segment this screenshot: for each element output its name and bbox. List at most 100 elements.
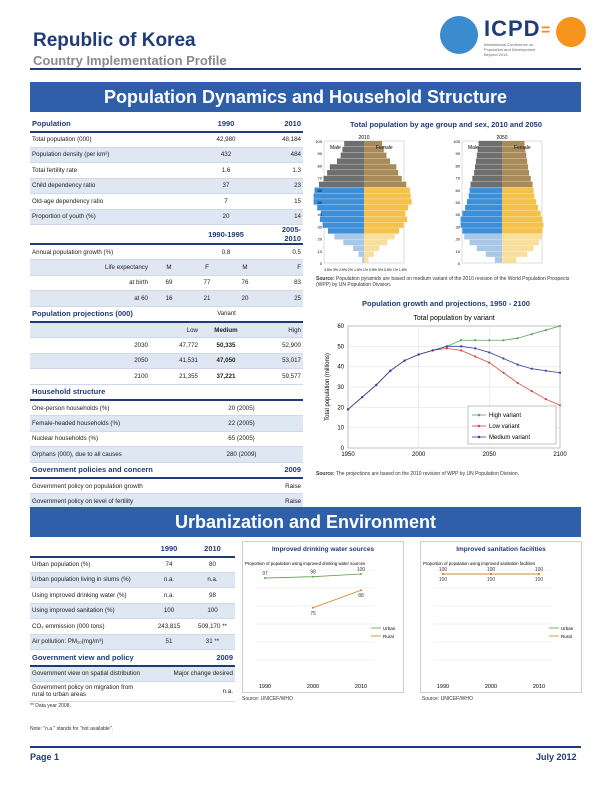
legend-label: High variant [489, 413, 521, 419]
urban-value-label: 100 [357, 567, 366, 573]
x-tick-label: 2050 [483, 452, 497, 458]
series-point [544, 369, 547, 372]
pyramid-tick: 100 [315, 139, 322, 144]
pyramid-male-label: Male [330, 145, 341, 151]
pyramid-male-bar [329, 164, 364, 170]
legend-label: Medium variant [489, 435, 530, 441]
series-point [558, 371, 562, 374]
x-tick-label: 2010 [355, 684, 367, 690]
section-band-urbanization: Urbanization and Environment [30, 507, 581, 537]
urban-value-label: 97 [262, 571, 268, 577]
pyramid-female-bar [502, 193, 535, 199]
series-point [445, 345, 449, 348]
pyramid-male-bar [319, 181, 364, 188]
pyramid-male-bar [477, 146, 502, 153]
series-point [488, 361, 491, 364]
pyramid-tick: 40 [456, 212, 461, 217]
series-point [459, 345, 463, 348]
pyramid-male-bar [337, 158, 364, 164]
x-tick-label: 2000 [412, 452, 426, 458]
pyramid-male-bar [462, 210, 502, 217]
pyramid-tick: 0 [458, 261, 461, 266]
svg-text:2050: 2050 [496, 135, 507, 141]
pyramid-male-bar [313, 193, 364, 199]
x-tick-label: 2000 [307, 684, 319, 690]
rural-value-label: 75 [310, 611, 316, 617]
table-row: Female-headed households (%) 22 (2005) [30, 415, 303, 432]
pyramid-tick: 80 [318, 163, 323, 168]
pyramid-male-bar [474, 170, 502, 176]
sanitation-chart-box: Improved sanitation facilities Proportion… [420, 541, 582, 693]
series-point [459, 349, 463, 352]
pyramid-female-bar [364, 193, 411, 199]
pyramid-tick: 90 [318, 151, 323, 156]
na-note: Note: "n.a." stands for "not available". [30, 726, 113, 732]
pyramid-male-bar [476, 245, 502, 252]
pyramid-female-bar [364, 251, 374, 257]
svg-text:2010: 2010 [358, 135, 369, 141]
series-point [389, 369, 392, 372]
pyramid-male-bar [342, 146, 364, 153]
table-row: Using improved drinking water (%) n.a. 98 [30, 587, 235, 604]
urban-value-label: 100 [487, 567, 496, 573]
pyramid-female-bar [502, 199, 537, 205]
pyramid-male-bar [334, 233, 364, 240]
pyramid-tick: 90 [456, 151, 461, 156]
y-tick-label: 30 [337, 385, 344, 391]
table-row: Government policy on population growth Ra… [30, 478, 303, 494]
table-row: One-person households (%) 20 (2005) [30, 400, 303, 416]
rural-value-label: 100 [439, 577, 448, 583]
pyramid-female-bar [364, 222, 404, 228]
equals-icon: = [541, 22, 551, 39]
pyramid-tick: 30 [318, 224, 323, 229]
pyramid-female-bar [502, 239, 539, 246]
water-chart: Improved drinking water sources Proportio… [245, 546, 396, 690]
pyramid-male-bar [485, 251, 502, 257]
pyramid-male-bar [320, 210, 364, 217]
x-tick-label: 2100 [553, 452, 567, 458]
rural-value-label: 88 [358, 593, 364, 599]
series-point [403, 359, 406, 362]
page-title: Republic of Korea [33, 30, 196, 51]
legend-label: Rural [383, 634, 394, 639]
pyramid-female-bar [364, 245, 380, 252]
pyramid-tick: 50 [318, 200, 323, 205]
pyramid-tick: 0 [320, 261, 323, 266]
series-point [375, 383, 378, 387]
table-row: Total population (000) 42,980 48,184 [30, 131, 303, 148]
pyramid-female-bar [364, 158, 391, 164]
population-tables: Population 1990 2010 Total population (000… [30, 116, 303, 525]
pyramid-female-bar [364, 170, 399, 176]
series-point [488, 339, 491, 342]
projections-table: Population projections (000) Variant Low M… [30, 306, 303, 385]
pyramid-female-bar [364, 233, 395, 240]
small-chart-title: Improved drinking water sources [272, 546, 375, 553]
pyramid-female-bar [502, 152, 527, 159]
pyramid-female-bar [502, 222, 544, 228]
line-chart-subtitle: Total population by variant [413, 315, 494, 322]
series-point [558, 324, 562, 328]
legend-label: Rural [561, 634, 572, 639]
pyramid-female-bar [364, 239, 388, 246]
pyramid-female-bar [502, 146, 526, 153]
urbanization-tables: 1990 2010 Urban population (%) 74 80 Urban p… [30, 541, 235, 709]
government-view-table: Government view and policy 2009 Governmen… [30, 650, 235, 702]
line-legend [467, 405, 557, 445]
pyramid-tick: 10 [456, 249, 461, 254]
series-point [516, 381, 519, 385]
series-point [558, 404, 562, 407]
legend-label: Low variant [489, 424, 520, 430]
un-logo-icon [440, 16, 478, 54]
pyramid-female-bar [364, 228, 400, 234]
pyramid-female-bar [502, 170, 529, 176]
pyramid-tick: 10 [318, 249, 323, 254]
pyramid-female-bar [502, 181, 533, 188]
pyramid-male-bar [494, 257, 502, 263]
pyramid-female-bar [364, 257, 369, 263]
pyramid-male-bar [317, 204, 364, 211]
pyramid-tick: 20 [318, 237, 323, 242]
series-point [516, 337, 519, 340]
pyramid-male-bar [468, 193, 502, 199]
series-point [502, 371, 505, 374]
y-tick-label: 60 [337, 324, 344, 330]
